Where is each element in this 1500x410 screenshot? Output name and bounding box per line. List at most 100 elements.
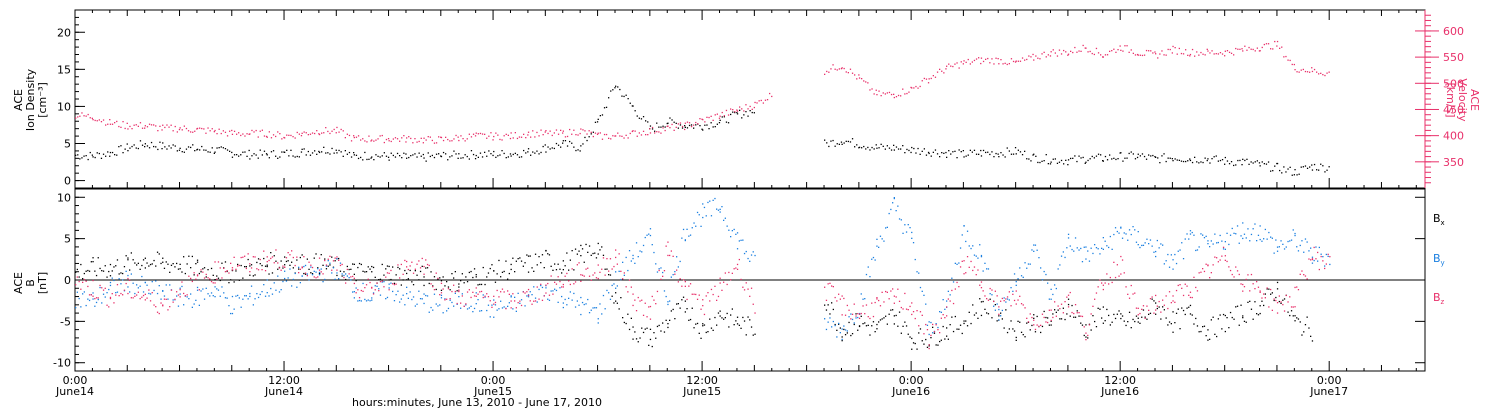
bz-point <box>160 302 162 304</box>
ion-density-point <box>449 156 451 158</box>
bx-point <box>559 268 561 270</box>
by-point <box>1329 263 1331 266</box>
bx-point <box>883 317 885 319</box>
bz-point <box>247 253 249 255</box>
velocity-point <box>388 140 390 142</box>
velocity-point <box>94 119 96 122</box>
bx-point <box>552 269 554 271</box>
velocity-point <box>468 133 470 135</box>
bz-point <box>1141 308 1143 310</box>
by-point <box>214 296 216 298</box>
bx-point <box>291 261 293 263</box>
bz-point <box>684 285 686 287</box>
bz-point <box>733 268 735 270</box>
bx-point <box>463 282 465 284</box>
by-point <box>268 295 270 297</box>
bx-point <box>235 270 237 272</box>
ion-density-point <box>127 150 129 152</box>
by-point <box>386 296 389 299</box>
bz-point <box>1029 313 1031 315</box>
velocity-point <box>1049 55 1052 57</box>
ion-density-point <box>366 158 368 161</box>
ion-density-point <box>669 117 671 119</box>
bx-point <box>426 267 429 269</box>
bz-point <box>1189 291 1192 293</box>
bz-point <box>1071 311 1073 314</box>
bz-point <box>524 292 526 294</box>
b-tick-label: 5 <box>64 233 71 246</box>
bx-point <box>702 325 704 327</box>
velocity-point <box>387 138 390 140</box>
velocity-point <box>890 93 893 96</box>
velocity-point <box>941 70 943 72</box>
velocity-point <box>545 130 547 132</box>
bz-point <box>693 293 695 295</box>
bx-point <box>1203 325 1206 327</box>
by-point <box>451 301 453 304</box>
ion-density-point <box>982 149 985 152</box>
by-point <box>1045 273 1047 276</box>
ion-density-point <box>162 142 164 144</box>
by-point <box>989 293 991 295</box>
by-point <box>649 228 652 230</box>
velocity-point <box>969 63 971 65</box>
bz-point <box>649 305 652 308</box>
by-point <box>829 317 831 319</box>
bx-point <box>527 255 530 257</box>
bz-point <box>196 275 199 277</box>
by-point <box>453 305 455 307</box>
bz-point <box>146 297 148 299</box>
velocity-point <box>148 123 151 125</box>
velocity-point <box>1043 51 1045 53</box>
ion-density-point <box>1154 156 1156 158</box>
velocity-point <box>714 114 716 116</box>
bx-point <box>303 272 305 275</box>
bz-point <box>144 293 146 295</box>
by-point <box>672 274 674 276</box>
by-point <box>399 301 401 303</box>
bz-point <box>1285 294 1287 297</box>
velocity-point <box>488 135 490 137</box>
velocity-point <box>704 121 706 123</box>
by-point <box>726 225 728 227</box>
bx-point <box>1095 326 1098 328</box>
bz-point <box>257 269 260 271</box>
bx-point <box>111 270 113 272</box>
velocity-point <box>1294 69 1296 71</box>
by-point <box>721 206 723 208</box>
bz-point <box>682 279 685 281</box>
bx-point <box>196 261 199 263</box>
ion-density-point <box>488 150 490 152</box>
ion-density-point <box>466 155 468 158</box>
ion-density-point <box>1219 159 1222 162</box>
bz-point <box>968 266 970 268</box>
bx-point <box>1052 313 1054 315</box>
ion-density-point <box>573 146 575 148</box>
velocity-point <box>209 130 211 132</box>
bx-point <box>939 340 941 343</box>
ion-density-point <box>962 150 964 152</box>
by-point <box>125 270 127 272</box>
bx-point <box>254 274 256 276</box>
bx-point <box>102 270 105 272</box>
bx-point <box>367 266 369 268</box>
velocity-point <box>401 137 403 139</box>
bx-point <box>190 267 192 269</box>
bz-point <box>486 293 488 295</box>
bz-point <box>1301 270 1303 272</box>
bz-point <box>458 289 460 291</box>
bx-point <box>273 255 275 257</box>
bz-point <box>113 302 115 304</box>
bz-point <box>961 260 963 262</box>
bz-point <box>606 258 608 260</box>
bx-point <box>374 276 376 278</box>
ion-density-point <box>360 156 362 159</box>
density-tick-label: 0 <box>64 175 71 188</box>
by-point <box>928 333 930 336</box>
by-point <box>682 228 685 231</box>
ion-density-point <box>527 151 529 153</box>
bx-point <box>996 320 998 322</box>
bz-point <box>869 317 871 320</box>
by-point <box>1062 251 1064 253</box>
bx-point <box>838 323 840 325</box>
